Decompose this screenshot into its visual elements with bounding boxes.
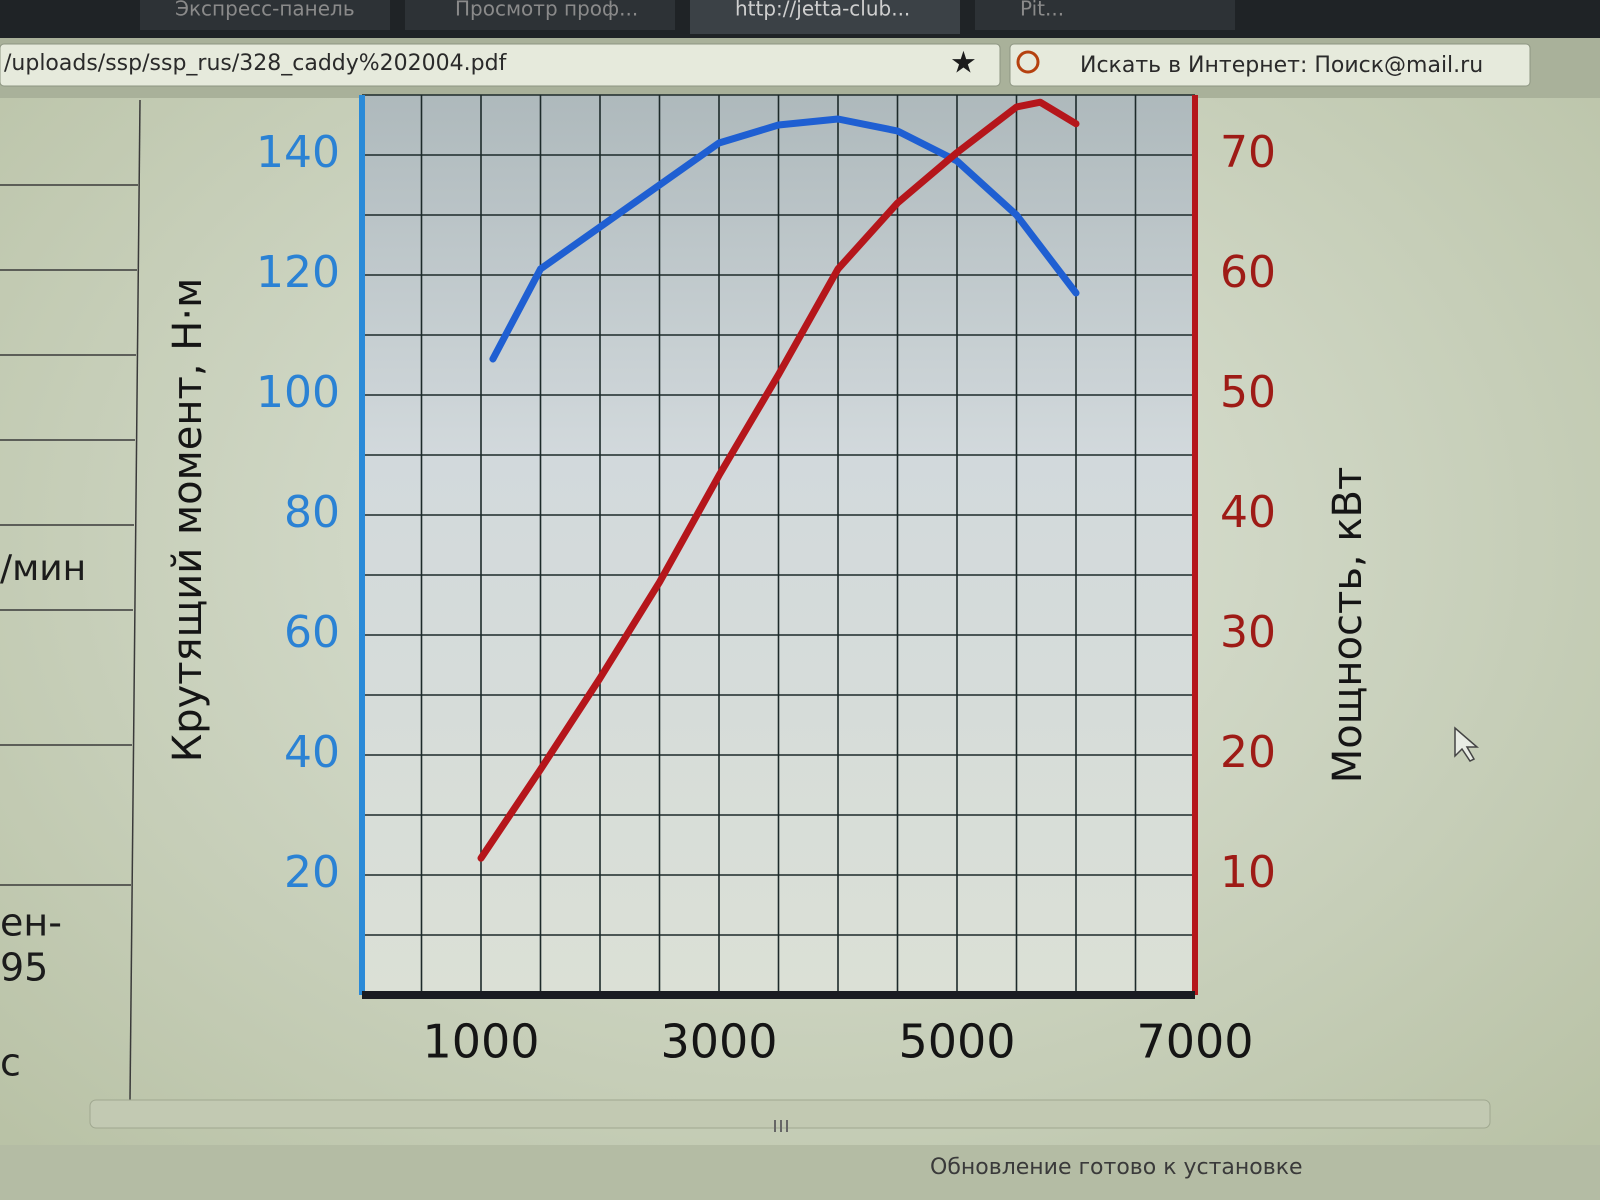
panel-text: 95 xyxy=(0,946,48,990)
series-line xyxy=(489,115,1080,363)
y-tick-label: 140 xyxy=(256,127,340,178)
search-icon[interactable] xyxy=(1016,50,1040,74)
y2-tick-label: 30 xyxy=(1220,607,1276,658)
x-tick-label: 1000 xyxy=(422,1015,539,1069)
panel-text: с xyxy=(0,1041,21,1085)
y2-tick-label: 20 xyxy=(1220,727,1276,778)
chart: 20 40 60 80 100 120 140 10 20 30 40 50 60 70 1000 3000 5… xyxy=(256,94,1276,1069)
y-tick-label: 120 xyxy=(256,247,340,298)
y2-tick-label: 60 xyxy=(1220,247,1276,298)
tab-title[interactable]: Pit... xyxy=(1020,0,1064,21)
x-tick-label: 5000 xyxy=(898,1015,1015,1069)
horizontal-scrollbar[interactable] xyxy=(89,1099,1491,1129)
x-tick-label: 7000 xyxy=(1136,1015,1253,1069)
search-bar[interactable] xyxy=(1009,43,1531,87)
y-tick-label: 40 xyxy=(284,727,340,778)
y2-axis-title: Мощность, кВт xyxy=(1325,467,1371,783)
y-tick-label: 20 xyxy=(284,847,340,898)
scroll-grip[interactable] xyxy=(774,1120,788,1132)
tabs: Экспресс-панель Просмотр проф... http://… xyxy=(140,0,1235,34)
tab[interactable] xyxy=(975,0,1235,30)
panel-border xyxy=(129,99,141,1101)
mouse-cursor xyxy=(1454,726,1480,762)
panel-text: ен- xyxy=(0,901,62,945)
address-bar[interactable] xyxy=(0,43,1001,87)
tab-title[interactable]: Просмотр проф... xyxy=(455,0,638,21)
status-bar xyxy=(0,1145,1600,1200)
search-text[interactable]: Искать в Интернет: Поиск@mail.ru xyxy=(1080,53,1483,78)
y2-tick-label: 10 xyxy=(1220,847,1276,898)
tab-title[interactable]: http://jetta-club... xyxy=(735,0,910,21)
y2-tick-label: 70 xyxy=(1220,127,1276,178)
y-tick-label: 100 xyxy=(256,367,340,418)
x-tick-label: 3000 xyxy=(660,1015,777,1069)
y2-tick-label: 50 xyxy=(1220,367,1276,418)
panel-text: /мин xyxy=(0,548,86,589)
y-tick-label: 60 xyxy=(284,607,340,658)
status-text: Обновление готово к установке xyxy=(930,1155,1303,1180)
address-text[interactable]: /uploads/ssp/ssp_rus/328_caddy%202004.pd… xyxy=(4,51,508,76)
left-panel xyxy=(0,99,141,1101)
y-tick-label: 80 xyxy=(284,487,340,538)
y-axis-title: Крутящий момент, Н·м xyxy=(165,278,211,763)
bookmark-star[interactable]: ★ xyxy=(950,46,977,81)
tab[interactable] xyxy=(405,0,675,30)
tab-title[interactable]: Экспресс-панель xyxy=(175,0,355,21)
tab[interactable] xyxy=(140,0,390,30)
tab[interactable] xyxy=(690,0,960,34)
y2-tick-label: 40 xyxy=(1220,487,1276,538)
series-line xyxy=(477,98,1080,862)
